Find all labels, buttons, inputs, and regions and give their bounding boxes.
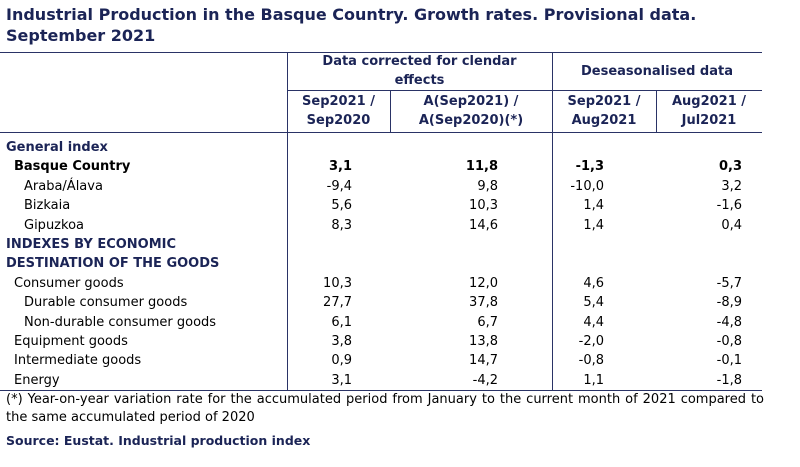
group-header: effects xyxy=(394,73,445,88)
cell-value: 6,7 xyxy=(477,314,498,330)
cell-value: 1,4 xyxy=(583,198,604,214)
title: Industrial Production in the Basque Coun… xyxy=(6,5,697,24)
cell-value: 14,7 xyxy=(469,353,498,369)
row-label: Non-durable consumer goods xyxy=(24,314,217,330)
cell-value: -9,4 xyxy=(326,178,352,194)
cell-value: -0,8 xyxy=(578,353,604,369)
footnote: (*) Year-on-year variation rate for the … xyxy=(6,392,764,425)
column-header: Sep2021 / xyxy=(302,94,375,109)
cell-value: 3,2 xyxy=(721,178,742,194)
cell-value: 14,6 xyxy=(469,217,498,233)
title: September 2021 xyxy=(6,26,156,45)
row-label: Durable consumer goods xyxy=(24,295,188,311)
cell-value: 0,4 xyxy=(721,217,742,233)
cell-value: 13,8 xyxy=(469,334,498,349)
rule xyxy=(552,52,553,390)
cell-value: 1,1 xyxy=(583,372,604,388)
cell-value: -1,6 xyxy=(716,198,742,214)
cell-value: 4,4 xyxy=(583,314,604,330)
row-label: Equipment goods xyxy=(14,334,128,349)
row-label: Intermediate goods xyxy=(14,353,142,369)
column-header: A(Sep2020)(*) xyxy=(418,113,524,128)
cell-value: -0,8 xyxy=(716,334,742,349)
cell-value: 0,9 xyxy=(331,353,352,369)
rule xyxy=(656,90,657,132)
group-header: Deseasonalised data xyxy=(581,63,733,79)
section-label: General index xyxy=(6,140,108,155)
cell-value: -5,7 xyxy=(716,275,742,291)
cell-value: 12,0 xyxy=(469,275,498,291)
cell-value: -2,0 xyxy=(578,334,604,349)
row-label: Bizkaia xyxy=(24,198,71,214)
cell-value: 6,1 xyxy=(331,314,352,330)
column-header: Sep2020 xyxy=(306,113,371,128)
cell-value: -10,0 xyxy=(570,178,604,194)
cell-value: 4,6 xyxy=(583,275,604,291)
cell-value: 10,3 xyxy=(323,275,352,291)
section-label: INDEXES BY ECONOMIC xyxy=(6,237,177,252)
cell-value: -4,8 xyxy=(716,314,742,330)
cell-value: 27,7 xyxy=(323,295,352,311)
cell-value: 0,3 xyxy=(718,159,742,175)
cell-value: 11,8 xyxy=(465,159,498,175)
cell-value: 3,1 xyxy=(331,372,352,388)
cell-value: -0,1 xyxy=(716,353,742,369)
cell-value: 5,6 xyxy=(331,198,352,214)
row-label: Araba/Álava xyxy=(24,178,103,194)
source: Source: Eustat. Industrial production in… xyxy=(6,433,311,448)
cell-value: 8,3 xyxy=(331,217,352,233)
cell-value: -1,3 xyxy=(575,159,604,175)
rule xyxy=(287,52,288,390)
cell-value: -4,2 xyxy=(472,372,498,388)
cell-value: 3,1 xyxy=(328,159,352,175)
cell-value: 9,8 xyxy=(477,178,498,194)
column-header: A(Sep2021) / xyxy=(423,94,519,109)
cell-value: -1,8 xyxy=(716,372,742,388)
cell-value: 37,8 xyxy=(469,295,498,311)
cell-value: 10,3 xyxy=(469,198,498,214)
rule xyxy=(0,52,762,53)
cell-value: 5,4 xyxy=(583,295,604,311)
row-label: Basque Country xyxy=(14,159,131,175)
rule xyxy=(287,90,762,91)
cell-value: 1,4 xyxy=(583,217,604,233)
rule xyxy=(0,132,762,133)
cell-value: -8,9 xyxy=(716,295,742,311)
rule xyxy=(390,90,391,132)
column-header: Aug2021 xyxy=(571,113,637,128)
group-header: Data corrected for clendar xyxy=(322,54,517,69)
section-label: DESTINATION OF THE GOODS xyxy=(6,256,220,272)
rule xyxy=(0,390,762,391)
row-label: Consumer goods xyxy=(14,275,124,291)
cell-value: 3,8 xyxy=(331,334,352,349)
column-header: Sep2021 / xyxy=(567,94,641,109)
row-label: Energy xyxy=(14,372,60,388)
row-label: Gipuzkoa xyxy=(24,217,84,233)
column-header: Jul2021 xyxy=(681,113,737,128)
column-header: Aug2021 / xyxy=(671,94,747,109)
